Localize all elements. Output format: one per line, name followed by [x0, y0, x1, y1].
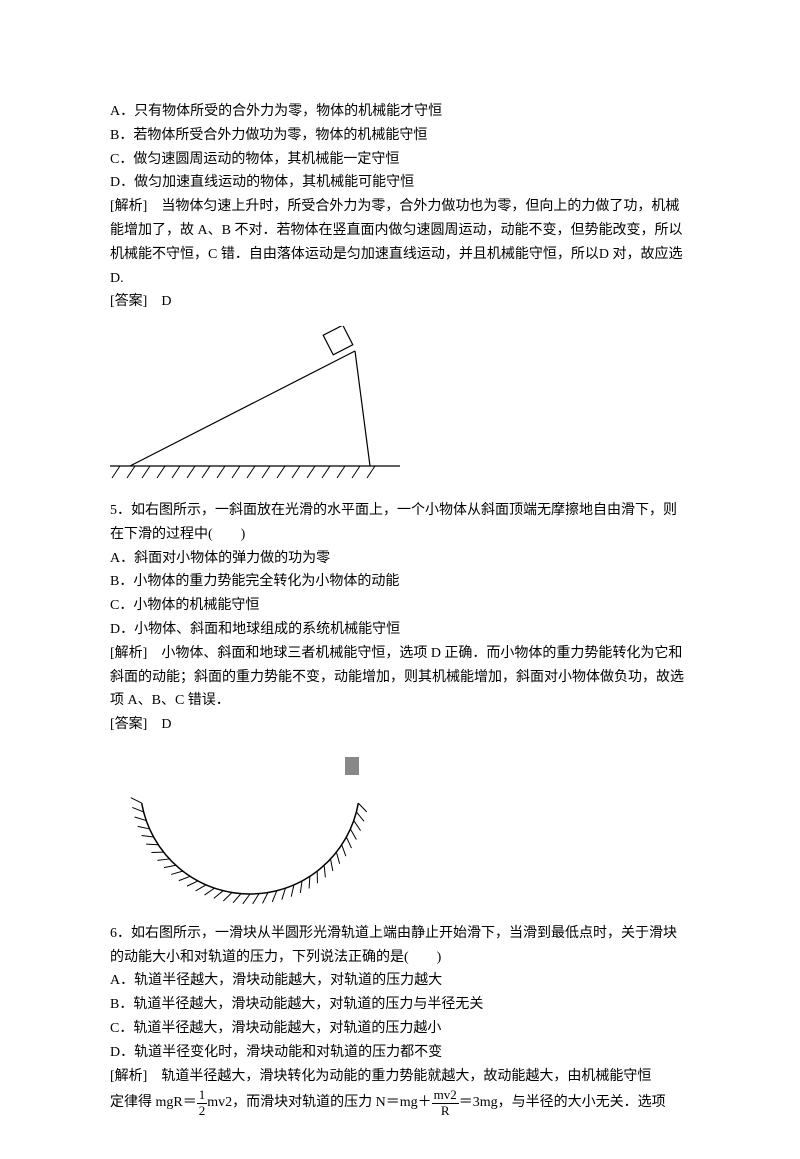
q5-analysis: [解析] 小物体、斜面和地球三者机械能守恒，选项 D 正确．而小物体的重力势能转…	[110, 642, 690, 713]
q6-formula-line: 定律得 mgR＝12mv2，而滑块对轨道的压力 N＝mg＋mv2R＝3mg，与半…	[110, 1088, 690, 1119]
q4-option-c: C．做匀速圆周运动的物体，其机械能一定守恒	[110, 148, 690, 172]
q4-answer: [答案] D	[110, 290, 690, 314]
formula-part1: 定律得 mgR＝	[110, 1095, 197, 1110]
formula-part2: mv2，而滑块对轨道的压力 N＝mg＋	[207, 1095, 431, 1110]
arc-diagram	[110, 749, 690, 918]
q6-option-c: C．轨道半径越大，滑块动能越大，对轨道的压力越小	[110, 1017, 690, 1041]
q6-option-a: A．轨道半径越大，滑块动能越大，对轨道的压力越大	[110, 969, 690, 993]
q5-option-d: D．小物体、斜面和地球组成的系统机械能守恒	[110, 618, 690, 642]
fraction-half: 12	[197, 1088, 208, 1118]
q4-option-a: A．只有物体所受的合外力为零，物体的机械能才守恒	[110, 100, 690, 124]
incline-diagram	[110, 326, 690, 495]
q5-option-a: A．斜面对小物体的弹力做的功为零	[110, 547, 690, 571]
q4-option-b: B．若物体所受合外力做功为零，物体的机械能守恒	[110, 124, 690, 148]
q6-analysis-pre: [解析] 轨道半径越大，滑块转化为动能的重力势能就越大，故动能越大，由机械能守恒	[110, 1065, 690, 1089]
q6-option-d: D．轨道半径变化时，滑块动能和对轨道的压力都不变	[110, 1041, 690, 1065]
q4-analysis: [解析] 当物体匀速上升时，所受合外力为零，合外力做功也为零，但向上的力做了功，…	[110, 195, 690, 290]
q6-stem: 6．如右图所示，一滑块从半圆形光滑轨道上端由静止开始滑下，当滑到最低点时，关于滑…	[110, 922, 690, 970]
q5-option-b: B．小物体的重力势能完全转化为小物体的动能	[110, 570, 690, 594]
q5-option-c: C．小物体的机械能守恒	[110, 594, 690, 618]
q4-option-d: D．做匀加速直线运动的物体，其机械能可能守恒	[110, 171, 690, 195]
formula-part3: ＝3mg，与半径的大小无关．选项	[459, 1095, 666, 1110]
fraction-mv2R: mv2R	[432, 1088, 459, 1118]
q6-option-b: B．轨道半径越大，滑块动能越大，对轨道的压力与半径无关	[110, 993, 690, 1017]
q5-stem: 5．如右图所示，一斜面放在光滑的水平面上，一个小物体从斜面顶端无摩擦地自由滑下，…	[110, 499, 690, 547]
q5-answer: [答案] D	[110, 713, 690, 737]
